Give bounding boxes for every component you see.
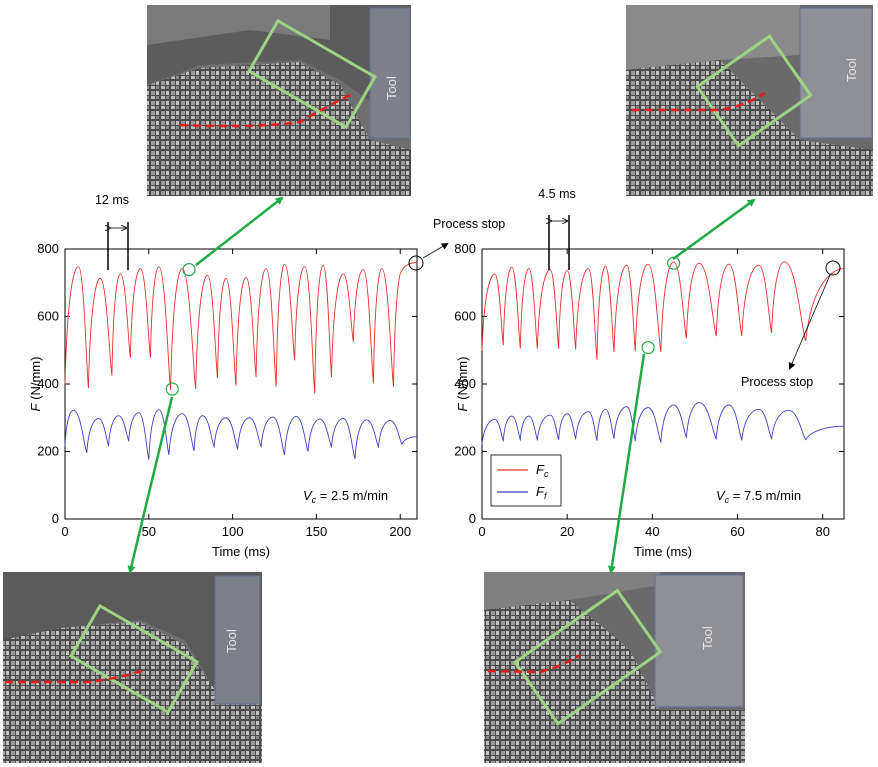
plot-frame-left [64, 248, 418, 520]
tool-label-bottom-left: Tool [224, 629, 239, 653]
x-tick-label-right: 60 [730, 524, 744, 539]
stop-circle-left [408, 255, 424, 271]
y-axis-label-left: F (N/mm) [28, 357, 43, 412]
tool-label-top-right: Tool [844, 58, 859, 82]
x-tick-label-left: 50 [142, 524, 156, 539]
tool-label-bottom-right: Tool [700, 626, 715, 650]
y-tick-label-left: 0 [52, 511, 59, 526]
stop-arrow-right [788, 274, 831, 370]
period-marker-right: 4.5 ms [538, 187, 576, 270]
series-line-ff-right [481, 402, 845, 445]
micrograph-bottom-right: Tool [484, 572, 745, 763]
y-tick-label-left: 200 [37, 444, 59, 459]
tool-label-top-left: Tool [384, 76, 399, 100]
x-axis-label-left: Time (ms) [212, 544, 270, 559]
legend-label-ff: Ff [536, 484, 548, 501]
chart-left: 0 50 100 150 200 0 200 400 600 800 Time (ms) F (N… [28, 193, 418, 559]
y-tick-label-left: 400 [37, 376, 59, 391]
x-axis-label-right: Time (ms) [634, 544, 692, 559]
x-tick-label-left: 0 [61, 524, 68, 539]
link-arrow-bottom-right [607, 353, 646, 574]
vc-annotation-left: Vc = 2.5 m/min [303, 488, 388, 505]
series-group-left [64, 262, 418, 460]
x-tick-label-left: 200 [389, 524, 411, 539]
y-tick-label-left: 800 [37, 241, 59, 256]
micrograph-bottom-left: Tool [3, 572, 262, 763]
stop-arrow-left [422, 242, 449, 259]
link-arrow-bottom-left [127, 396, 174, 574]
y-tick-label-right: 400 [454, 376, 476, 391]
highlight-group-left [165, 262, 196, 396]
legend: Fc Ff [490, 454, 562, 507]
series-group-right [481, 261, 845, 445]
series-line-fc-left [64, 262, 418, 394]
tick-group-left: 0 50 100 150 200 0 200 400 600 800 [37, 241, 417, 539]
y-axis-label-right: F (N/mm) [455, 357, 470, 412]
y-tick-label-left: 600 [37, 309, 59, 324]
highlight-point-left [182, 262, 196, 277]
link-arrow-top-right [672, 198, 756, 261]
legend-label-fc: Fc [536, 462, 549, 479]
y-tick-label-right: 0 [469, 511, 476, 526]
x-tick-label-left: 150 [306, 524, 328, 539]
y-tick-label-right: 600 [454, 309, 476, 324]
period-marker-left: 12 ms [95, 193, 129, 270]
stop-label-right: Process stop [741, 375, 813, 389]
x-tick-label-left: 100 [222, 524, 244, 539]
link-arrow-top-left [195, 196, 284, 266]
stop-label-left: Process stop [433, 217, 505, 231]
series-line-ff-left [64, 409, 418, 460]
highlight-point-left [165, 382, 179, 396]
highlight-point-right [641, 340, 655, 355]
period-label-left: 12 ms [95, 193, 129, 207]
micrograph-top-right: Tool [626, 5, 873, 196]
y-tick-label-right: 200 [454, 444, 476, 459]
stop-circle-right [825, 260, 841, 276]
y-tick-label-right: 800 [454, 241, 476, 256]
vc-annotation-right: Vc = 7.5 m/min [716, 488, 801, 505]
series-line-fc-right [481, 261, 845, 360]
x-tick-label-right: 20 [560, 524, 574, 539]
period-label-right: 4.5 ms [538, 187, 576, 201]
x-tick-label-right: 0 [478, 524, 485, 539]
x-tick-label-right: 40 [645, 524, 659, 539]
micrograph-top-left: Tool [147, 5, 411, 196]
x-tick-label-right: 80 [815, 524, 829, 539]
